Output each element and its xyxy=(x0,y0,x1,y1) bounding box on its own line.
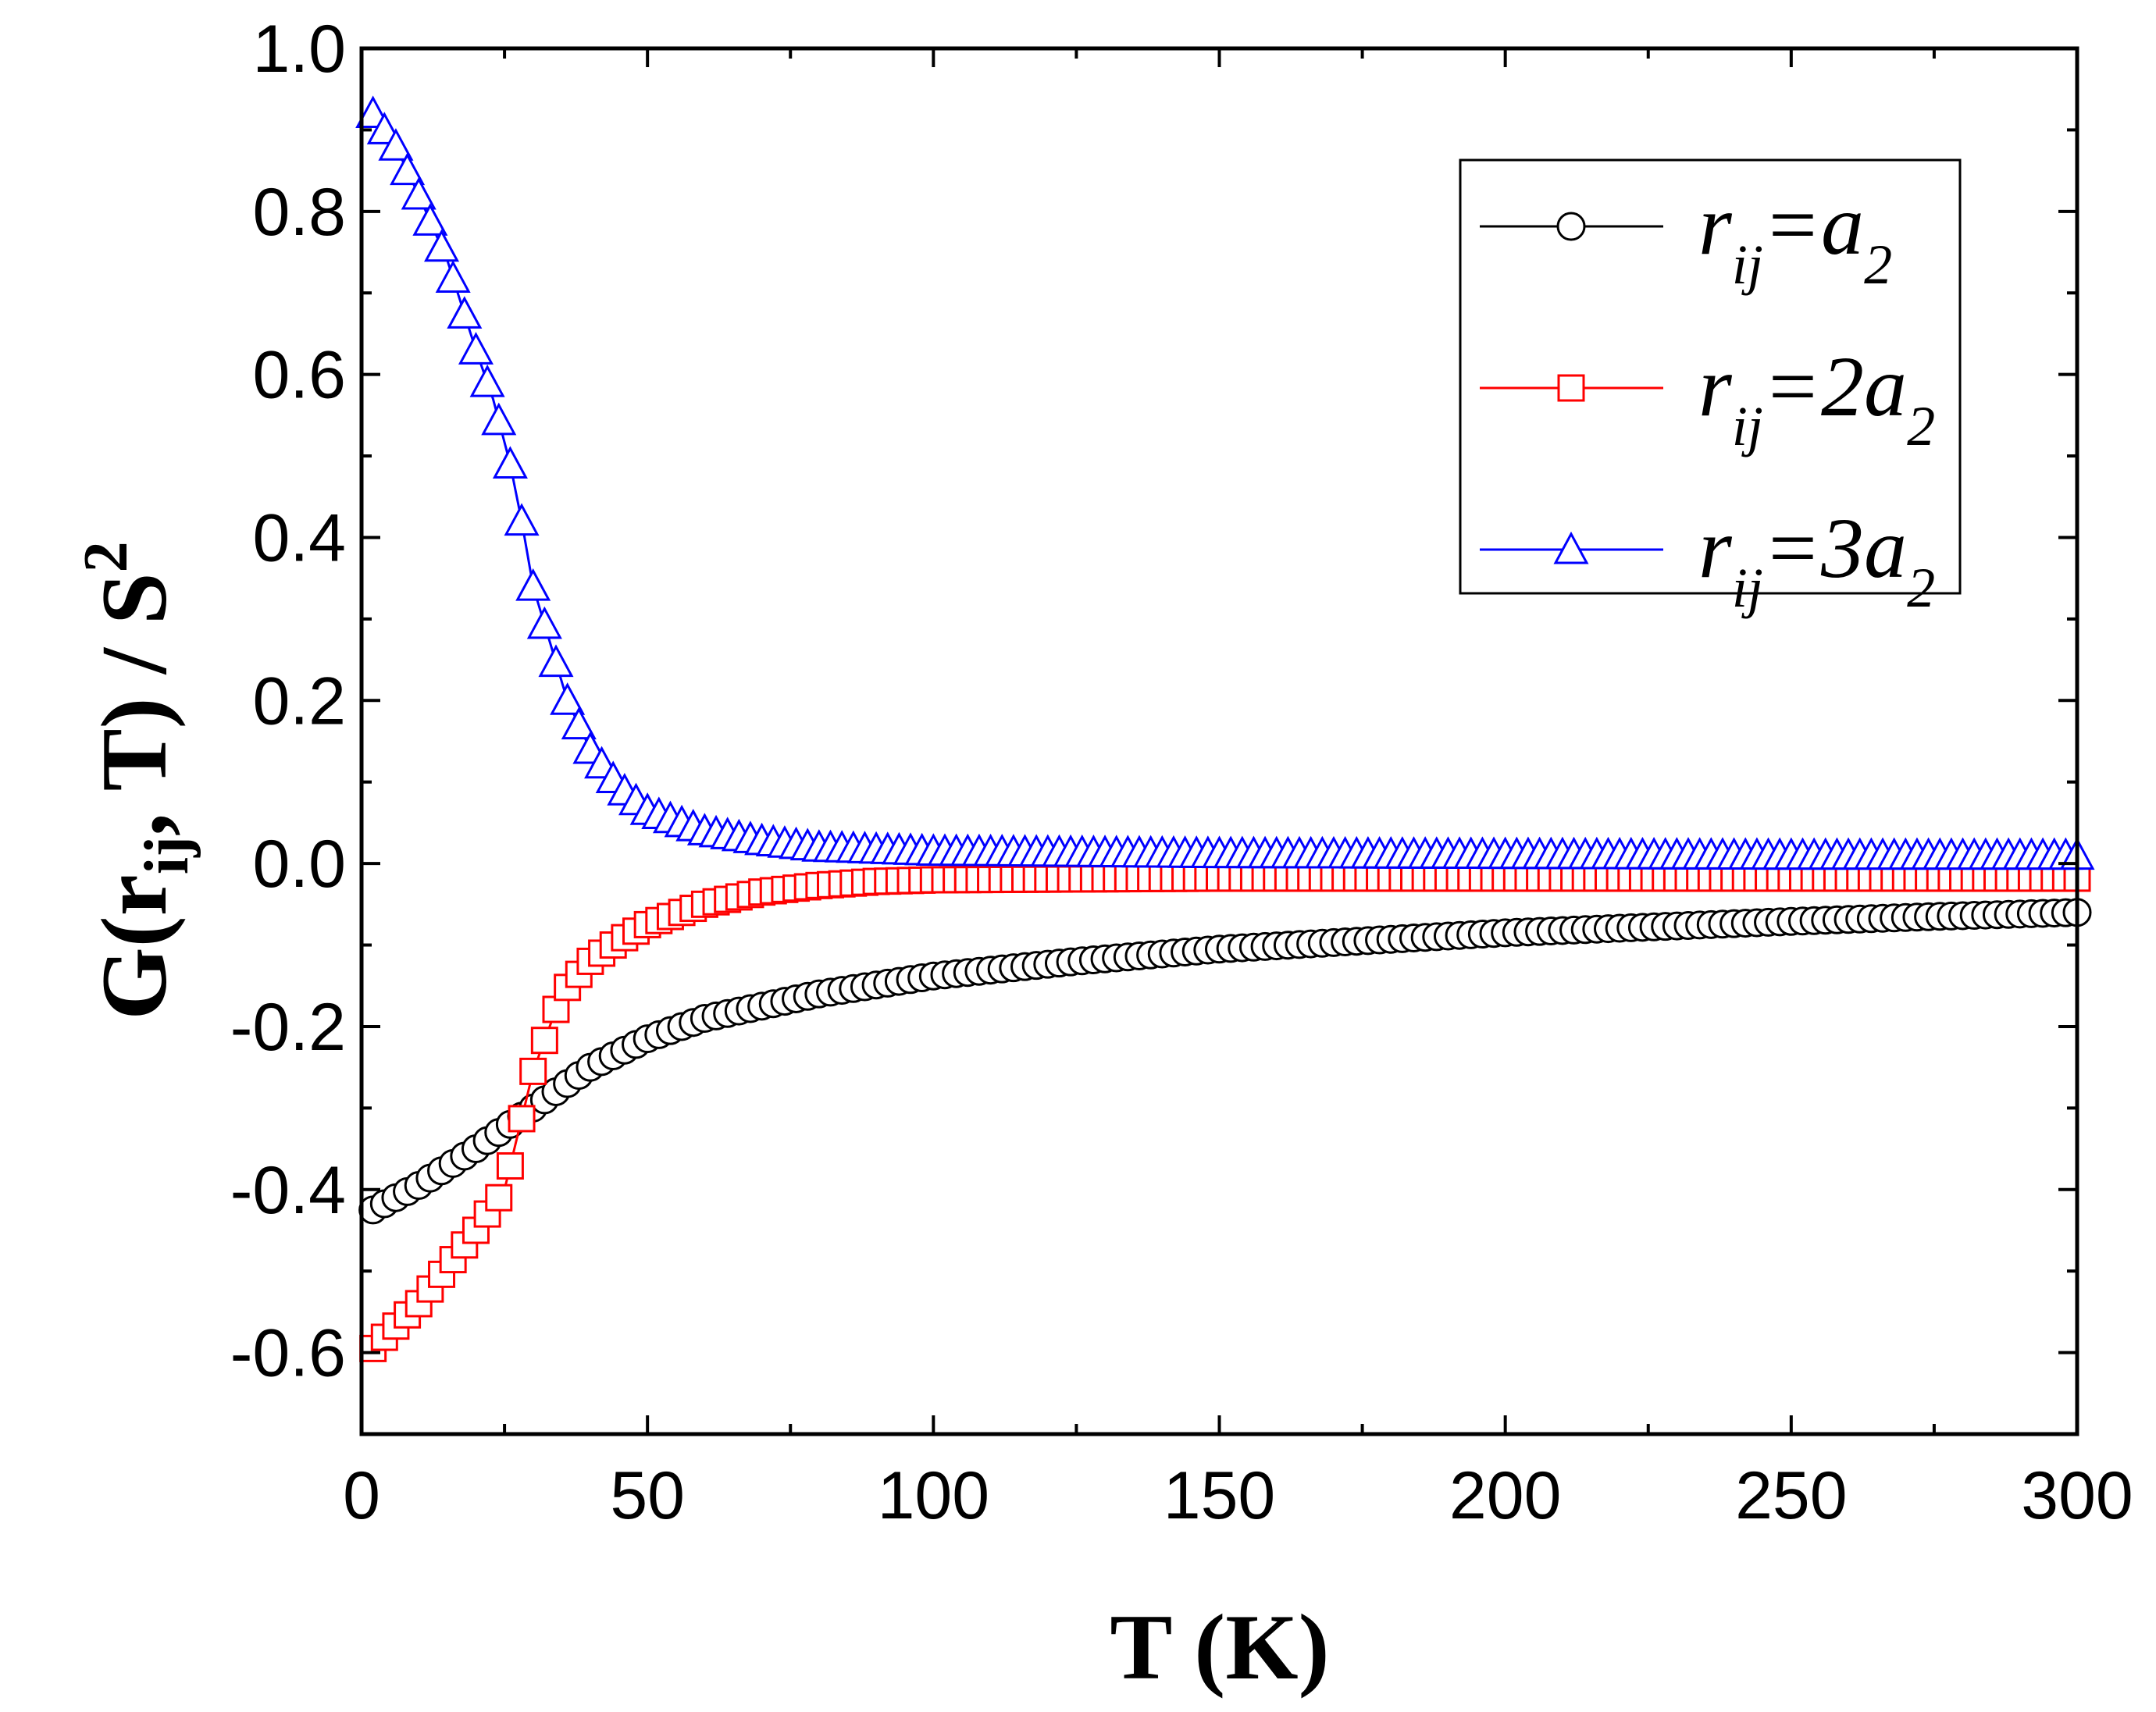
legend-marker xyxy=(1556,212,1586,241)
data-point xyxy=(538,644,574,678)
x-axis-title: T (K) xyxy=(1110,1595,1329,1699)
y-tick-label: 1.0 xyxy=(252,12,346,87)
series-3 xyxy=(355,95,2095,870)
data-point xyxy=(469,364,505,397)
y-tick-label: -0.6 xyxy=(230,1316,346,1391)
legend-label-part: ij xyxy=(1732,395,1763,457)
y-tick-label: -0.4 xyxy=(230,1153,346,1228)
series-2 xyxy=(359,864,2091,1362)
y-tick-label: 0.8 xyxy=(252,175,346,250)
legend-label-part: r xyxy=(1698,339,1733,434)
legend-label-part: ij xyxy=(1732,233,1763,296)
data-point xyxy=(458,332,494,365)
data-point xyxy=(526,606,562,639)
legend-label-part: 2 xyxy=(1907,395,1935,457)
y-axis-title-superscript: 2 xyxy=(72,541,141,572)
data-point xyxy=(504,503,540,536)
y-tick-label: 0.6 xyxy=(252,338,346,413)
legend-label-part: 2 xyxy=(1864,233,1892,296)
legend-marker xyxy=(1553,531,1589,564)
legend-label-part: r xyxy=(1698,500,1733,596)
series-1 xyxy=(358,898,2092,1225)
y-axis-title-subscript: ij xyxy=(133,836,201,874)
y-axis-title-middle: , T) / S xyxy=(82,572,186,836)
data-point xyxy=(496,1151,524,1180)
data-point xyxy=(542,995,570,1023)
data-point xyxy=(515,568,551,601)
data-point xyxy=(412,203,448,236)
legend-label-part: ij xyxy=(1732,557,1763,619)
x-tick-label: 250 xyxy=(1735,1458,1848,1533)
y-axis-title-prefix: G(r xyxy=(82,874,186,1020)
y-tick-label: 0.0 xyxy=(252,827,346,902)
x-tick-label: 300 xyxy=(2021,1458,2133,1533)
data-point xyxy=(435,260,471,293)
legend-marker xyxy=(1557,374,1585,402)
y-tick-label: 0.2 xyxy=(252,664,346,739)
legend-label: rij=3a2 xyxy=(1698,500,1935,619)
data-point xyxy=(481,402,517,436)
legend-item-3: rij=3a2 xyxy=(1480,500,1935,619)
y-tick-label: -0.2 xyxy=(230,990,346,1065)
data-point xyxy=(492,446,528,479)
data-point xyxy=(378,128,414,161)
legend-label-part: 2 xyxy=(1907,557,1935,619)
legend-label-part: =3a xyxy=(1763,500,1907,596)
data-point xyxy=(390,152,426,186)
data-point xyxy=(485,1183,513,1212)
data-point xyxy=(447,296,483,329)
data-point xyxy=(530,1027,558,1055)
y-axis-title: G(rij, T) / S2 xyxy=(72,541,201,1020)
data-point xyxy=(508,1105,536,1133)
x-tick-label: 200 xyxy=(1449,1458,1562,1533)
legend-label-part: =2a xyxy=(1763,339,1907,434)
data-point xyxy=(519,1057,547,1085)
data-point xyxy=(401,176,437,210)
legend-label-part: r xyxy=(1698,177,1733,272)
data-point xyxy=(561,707,597,740)
x-tick-label: 0 xyxy=(343,1458,380,1533)
legend-item-2: rij=2a2 xyxy=(1480,339,1935,457)
legend-label: rij=2a2 xyxy=(1698,339,1935,457)
y-tick-label: 0.4 xyxy=(252,500,346,575)
legend-label-part: =a xyxy=(1763,177,1864,272)
data-point xyxy=(550,682,586,715)
x-tick-label: 100 xyxy=(878,1458,990,1533)
x-tick-label: 50 xyxy=(610,1458,685,1533)
x-tick-label: 150 xyxy=(1164,1458,1276,1533)
legend-item-1: rij=a2 xyxy=(1480,177,1892,296)
legend-label: rij=a2 xyxy=(1698,177,1892,296)
data-point xyxy=(424,229,460,262)
legend-box xyxy=(1459,158,1962,595)
